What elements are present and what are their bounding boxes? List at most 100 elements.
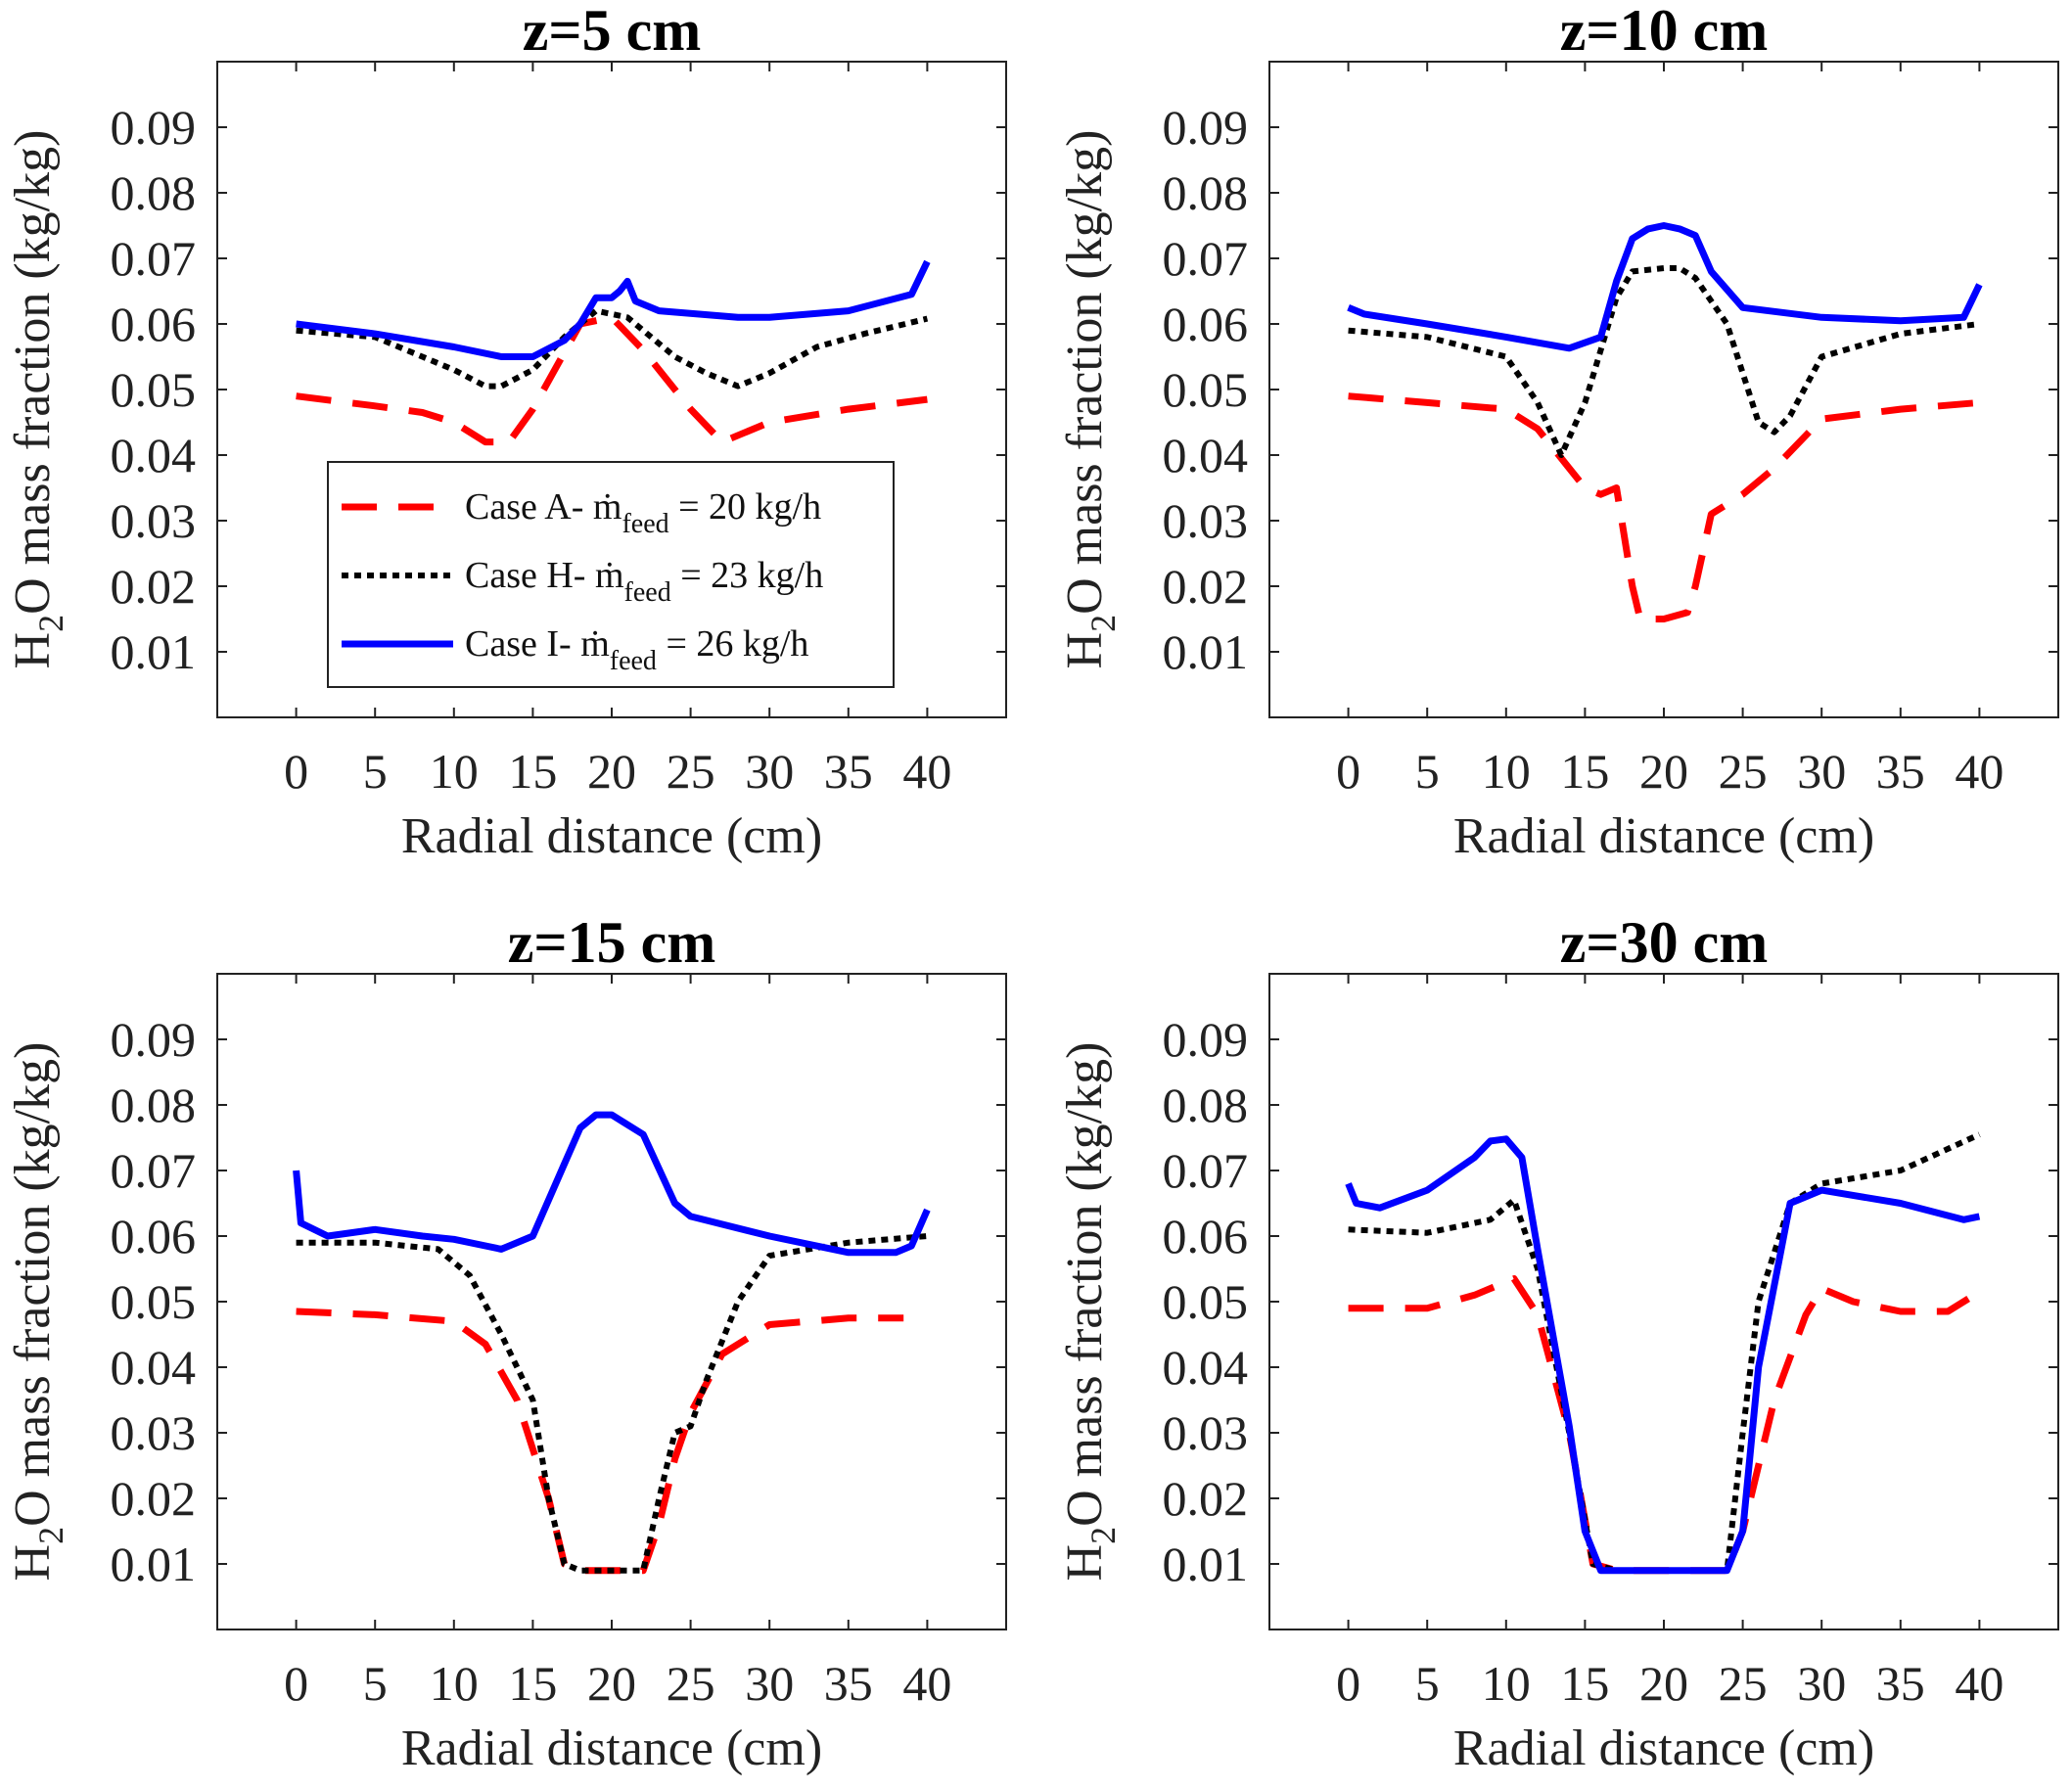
y-tick-label: 0.07 — [111, 231, 197, 286]
x-tick-label: 15 — [1560, 1656, 1609, 1711]
legend-case: Case H- — [465, 555, 595, 596]
y-tick-label: 0.09 — [111, 1012, 197, 1067]
x-axis-label: Radial distance (cm) — [1453, 808, 1874, 864]
series-line-case-a — [1348, 392, 1980, 622]
y-tick-label: 0.05 — [1163, 362, 1249, 417]
y-label-post: O mass fraction (kg/kg) — [5, 1042, 61, 1527]
x-tick-label: 15 — [508, 1656, 557, 1711]
y-tick-label: 0.05 — [1163, 1274, 1249, 1329]
y-label-sub: 2 — [31, 615, 70, 632]
x-tick-label: 0 — [284, 744, 308, 799]
y-label-sub: 2 — [1083, 1527, 1123, 1544]
y-tick-label: 0.09 — [1163, 1012, 1249, 1067]
y-tick-label: 0.06 — [1163, 1209, 1249, 1263]
x-tick-label: 30 — [1797, 744, 1846, 799]
legend-case: Case I- — [465, 623, 580, 665]
axes-box — [1268, 973, 2059, 1630]
series-line-case-i — [1347, 222, 1983, 352]
y-tick-label: 0.02 — [111, 559, 197, 614]
x-axis-label: Radial distance (cm) — [401, 1721, 822, 1776]
x-tick-label: 35 — [824, 744, 873, 799]
x-tick-label: 20 — [1639, 1656, 1688, 1711]
chart-title: z=30 cm — [1560, 910, 1768, 975]
y-tick-label: 0.07 — [1163, 1143, 1249, 1198]
y-tick-label: 0.03 — [111, 1405, 197, 1460]
x-tick-label: 25 — [667, 744, 715, 799]
y-tick-label: 0.02 — [1163, 1471, 1249, 1526]
legend-value: = 23 kg/h — [671, 555, 824, 596]
legend-label-case-i: Case I- ṁfeed = 26 kg/h — [465, 623, 808, 676]
y-tick-label: 0.08 — [1163, 165, 1249, 220]
x-tick-label: 0 — [284, 1656, 308, 1711]
y-label-pre: H — [1057, 632, 1113, 669]
y-label-pre: H — [1057, 1544, 1113, 1582]
x-tick-label: 30 — [1797, 1656, 1846, 1711]
y-tick-label: 0.03 — [111, 493, 197, 548]
series-line-case-a — [296, 1308, 904, 1575]
y-tick-label: 0.04 — [1163, 428, 1249, 482]
chart-title: z=15 cm — [508, 910, 715, 975]
series-line-case-h — [296, 1233, 928, 1574]
y-tick-label: 0.03 — [1163, 1405, 1249, 1460]
x-tick-label: 25 — [667, 1656, 715, 1711]
series-line-case-h — [1348, 265, 1980, 458]
panel-1: z=5 cm 0 5 10 15 20 25 30 35 40 0.01 0.02 0.03 0.04 0.… — [5, 0, 1007, 864]
y-axis-label: H2O mass fraction (kg/kg) — [1057, 1042, 1123, 1582]
series-line-case-i — [293, 1111, 931, 1257]
y-tick-label: 0.02 — [1163, 559, 1249, 614]
series-line-case-i — [1345, 1135, 1981, 1575]
series-line-case-a — [1348, 1275, 1982, 1575]
x-tick-label: 0 — [1336, 1656, 1360, 1711]
legend-subscript: feed — [622, 509, 668, 539]
x-tick-label: 20 — [1639, 744, 1688, 799]
y-tick-label: 0.08 — [111, 165, 197, 220]
x-tick-label: 40 — [1955, 1656, 2003, 1711]
chart-title: z=5 cm — [523, 0, 701, 63]
y-label-post: O mass fraction (kg/kg) — [5, 130, 61, 615]
y-tick-label: 0.06 — [1163, 297, 1249, 351]
y-label-post: O mass fraction (kg/kg) — [1057, 130, 1113, 615]
x-tick-label: 10 — [430, 1656, 479, 1711]
y-axis-label: H2O mass fraction (kg/kg) — [5, 130, 70, 669]
axes-box — [216, 973, 1007, 1630]
y-tick-label: 0.01 — [111, 624, 197, 679]
y-tick-label: 0.09 — [111, 100, 197, 155]
y-label-pre: H — [5, 1544, 61, 1582]
x-tick-label: 20 — [587, 744, 636, 799]
legend-case: Case A- — [465, 486, 593, 528]
y-tick-label: 0.07 — [1163, 231, 1249, 286]
x-axis-label: Radial distance (cm) — [401, 808, 822, 864]
y-tick-label: 0.06 — [111, 1209, 197, 1263]
y-tick-label: 0.05 — [111, 362, 197, 417]
panel-2: z=10 cm 0 5 10 15 20 25 30 35 40 0.01 0.02 0.03 0.04 0… — [1057, 0, 2059, 864]
x-tick-label: 20 — [587, 1656, 636, 1711]
x-tick-label: 30 — [745, 744, 794, 799]
y-axis-label: H2O mass fraction (kg/kg) — [5, 1042, 70, 1582]
y-label-sub: 2 — [31, 1527, 70, 1544]
y-label-post: O mass fraction (kg/kg) — [1057, 1042, 1113, 1527]
x-tick-label: 10 — [1482, 1656, 1531, 1711]
series-line-case-i — [296, 259, 931, 360]
legend-value: = 26 kg/h — [657, 623, 809, 665]
x-tick-label: 10 — [1482, 744, 1531, 799]
x-tick-label: 0 — [1336, 744, 1360, 799]
y-tick-label: 0.01 — [1163, 624, 1249, 679]
y-tick-label: 0.04 — [111, 428, 197, 482]
y-tick-label: 0.01 — [111, 1537, 197, 1591]
y-tick-label: 0.09 — [1163, 100, 1249, 155]
x-tick-label: 5 — [363, 744, 388, 799]
x-tick-label: 35 — [824, 1656, 873, 1711]
series-line-case-h — [296, 307, 929, 390]
x-tick-label: 35 — [1876, 744, 1925, 799]
y-tick-label: 0.07 — [111, 1143, 197, 1198]
legend-label-case-a: Case A- ṁfeed = 20 kg/h — [465, 486, 821, 539]
x-tick-label: 40 — [902, 1656, 951, 1711]
y-label-sub: 2 — [1083, 615, 1123, 632]
y-tick-label: 0.02 — [111, 1471, 197, 1526]
x-tick-label: 35 — [1876, 1656, 1925, 1711]
legend-subscript: feed — [610, 646, 657, 676]
x-tick-label: 30 — [745, 1656, 794, 1711]
chart-title: z=10 cm — [1560, 0, 1768, 63]
y-tick-label: 0.04 — [1163, 1340, 1249, 1395]
